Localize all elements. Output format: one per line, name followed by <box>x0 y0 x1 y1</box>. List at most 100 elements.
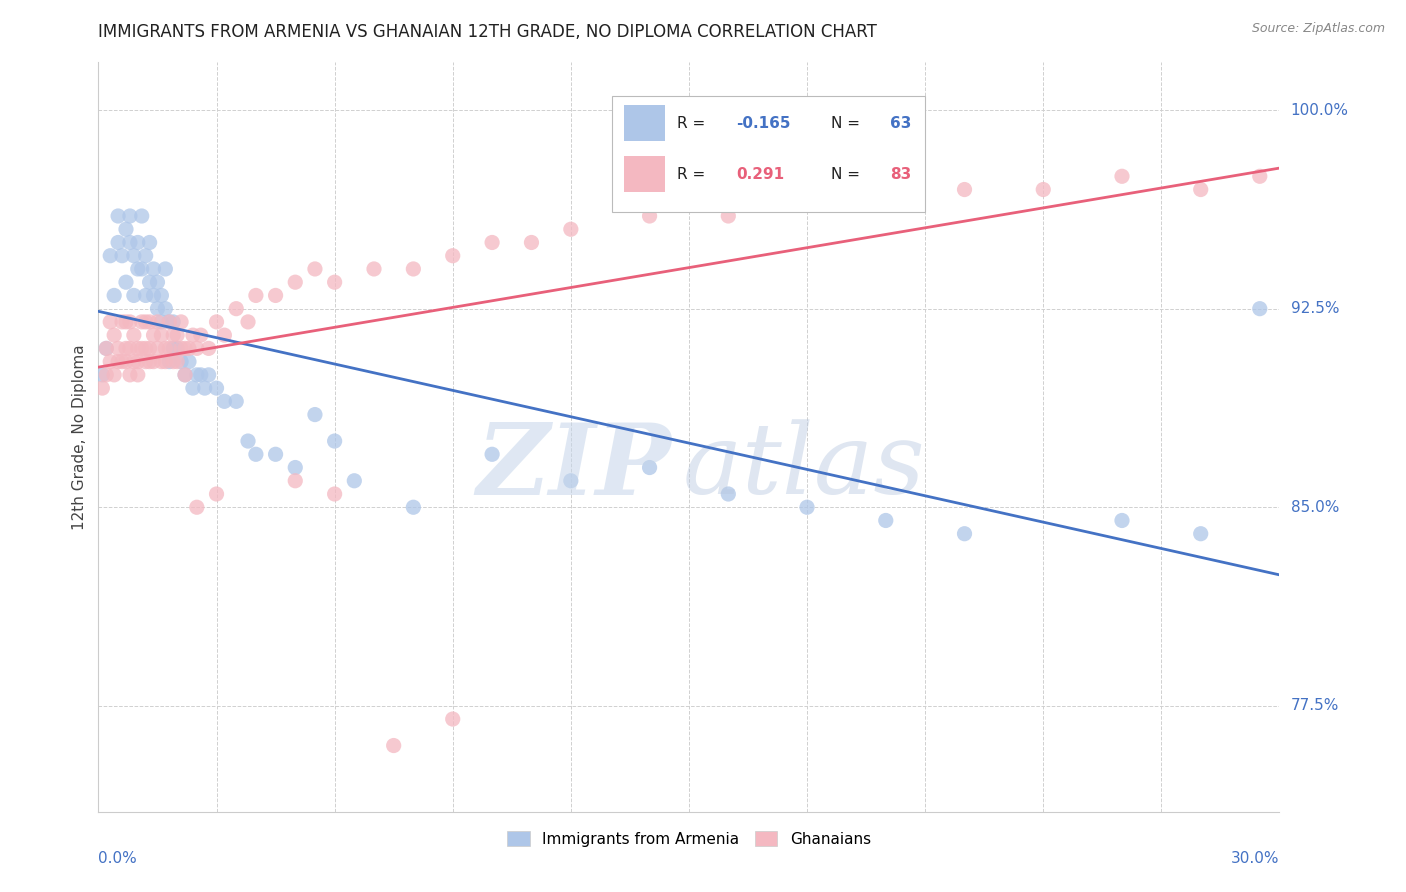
Point <box>115 315 138 329</box>
Text: 83: 83 <box>890 167 911 182</box>
Point <box>142 288 165 302</box>
Point <box>181 328 204 343</box>
Point <box>1032 182 1054 196</box>
Point <box>186 500 208 515</box>
Point <box>157 315 180 329</box>
Point <box>122 328 145 343</box>
Point <box>138 315 160 329</box>
Point <box>236 315 259 329</box>
Point <box>638 460 661 475</box>
Point <box>205 381 228 395</box>
Point <box>284 474 307 488</box>
Point <box>135 315 157 329</box>
Point <box>166 328 188 343</box>
Point <box>118 315 141 329</box>
Point <box>170 342 193 356</box>
Point <box>717 487 740 501</box>
Point <box>157 315 180 329</box>
Point <box>135 288 157 302</box>
Text: R =: R = <box>678 167 710 182</box>
Point <box>131 262 153 277</box>
Point <box>162 315 184 329</box>
Point <box>115 275 138 289</box>
Point <box>107 354 129 368</box>
Point <box>96 342 118 356</box>
Point <box>323 434 346 448</box>
Point <box>91 381 114 395</box>
Text: 92.5%: 92.5% <box>1291 301 1339 316</box>
Point <box>441 712 464 726</box>
Point <box>177 354 200 368</box>
Point <box>796 500 818 515</box>
Text: 30.0%: 30.0% <box>1232 851 1279 865</box>
Point <box>174 368 197 382</box>
Point <box>157 354 180 368</box>
Point <box>796 195 818 210</box>
Point <box>127 368 149 382</box>
Point <box>115 222 138 236</box>
Point <box>150 288 173 302</box>
Point <box>174 368 197 382</box>
Point <box>402 500 425 515</box>
Legend: Immigrants from Armenia, Ghanaians: Immigrants from Armenia, Ghanaians <box>501 824 877 853</box>
Point <box>127 262 149 277</box>
Point <box>111 249 134 263</box>
Point <box>284 460 307 475</box>
Point <box>107 342 129 356</box>
Point <box>103 368 125 382</box>
Point <box>135 342 157 356</box>
Point <box>170 354 193 368</box>
Text: Source: ZipAtlas.com: Source: ZipAtlas.com <box>1251 22 1385 36</box>
Point <box>122 288 145 302</box>
Point <box>103 328 125 343</box>
Point <box>264 288 287 302</box>
Point <box>157 342 180 356</box>
Point <box>107 209 129 223</box>
Point <box>146 301 169 316</box>
Point <box>560 474 582 488</box>
Point <box>236 434 259 448</box>
Point <box>205 487 228 501</box>
Point <box>304 408 326 422</box>
Point <box>115 342 138 356</box>
Y-axis label: 12th Grade, No Diploma: 12th Grade, No Diploma <box>72 344 87 530</box>
Point <box>875 195 897 210</box>
Point <box>225 301 247 316</box>
Text: 63: 63 <box>890 116 911 130</box>
Point <box>402 262 425 277</box>
Point <box>520 235 543 250</box>
Point <box>138 354 160 368</box>
Point <box>214 328 236 343</box>
Text: 100.0%: 100.0% <box>1291 103 1348 118</box>
Point <box>245 447 267 461</box>
Point <box>142 262 165 277</box>
Point <box>131 209 153 223</box>
Point <box>122 354 145 368</box>
Point <box>162 328 184 343</box>
Point <box>284 275 307 289</box>
Point <box>138 235 160 250</box>
Point <box>186 342 208 356</box>
Text: -0.165: -0.165 <box>737 116 790 130</box>
Point <box>1189 526 1212 541</box>
Point <box>304 262 326 277</box>
Point <box>170 315 193 329</box>
Point <box>1111 169 1133 184</box>
Point <box>118 235 141 250</box>
Point <box>197 368 219 382</box>
Point <box>107 235 129 250</box>
Text: R =: R = <box>678 116 710 130</box>
Point <box>98 354 121 368</box>
Text: 85.0%: 85.0% <box>1291 500 1339 515</box>
Point <box>245 288 267 302</box>
Point <box>135 354 157 368</box>
Point <box>166 354 188 368</box>
Point <box>190 368 212 382</box>
Text: 77.5%: 77.5% <box>1291 698 1339 714</box>
Point <box>155 354 177 368</box>
Point <box>162 342 184 356</box>
Point <box>111 354 134 368</box>
Point <box>343 474 366 488</box>
Point <box>131 315 153 329</box>
Point <box>138 275 160 289</box>
